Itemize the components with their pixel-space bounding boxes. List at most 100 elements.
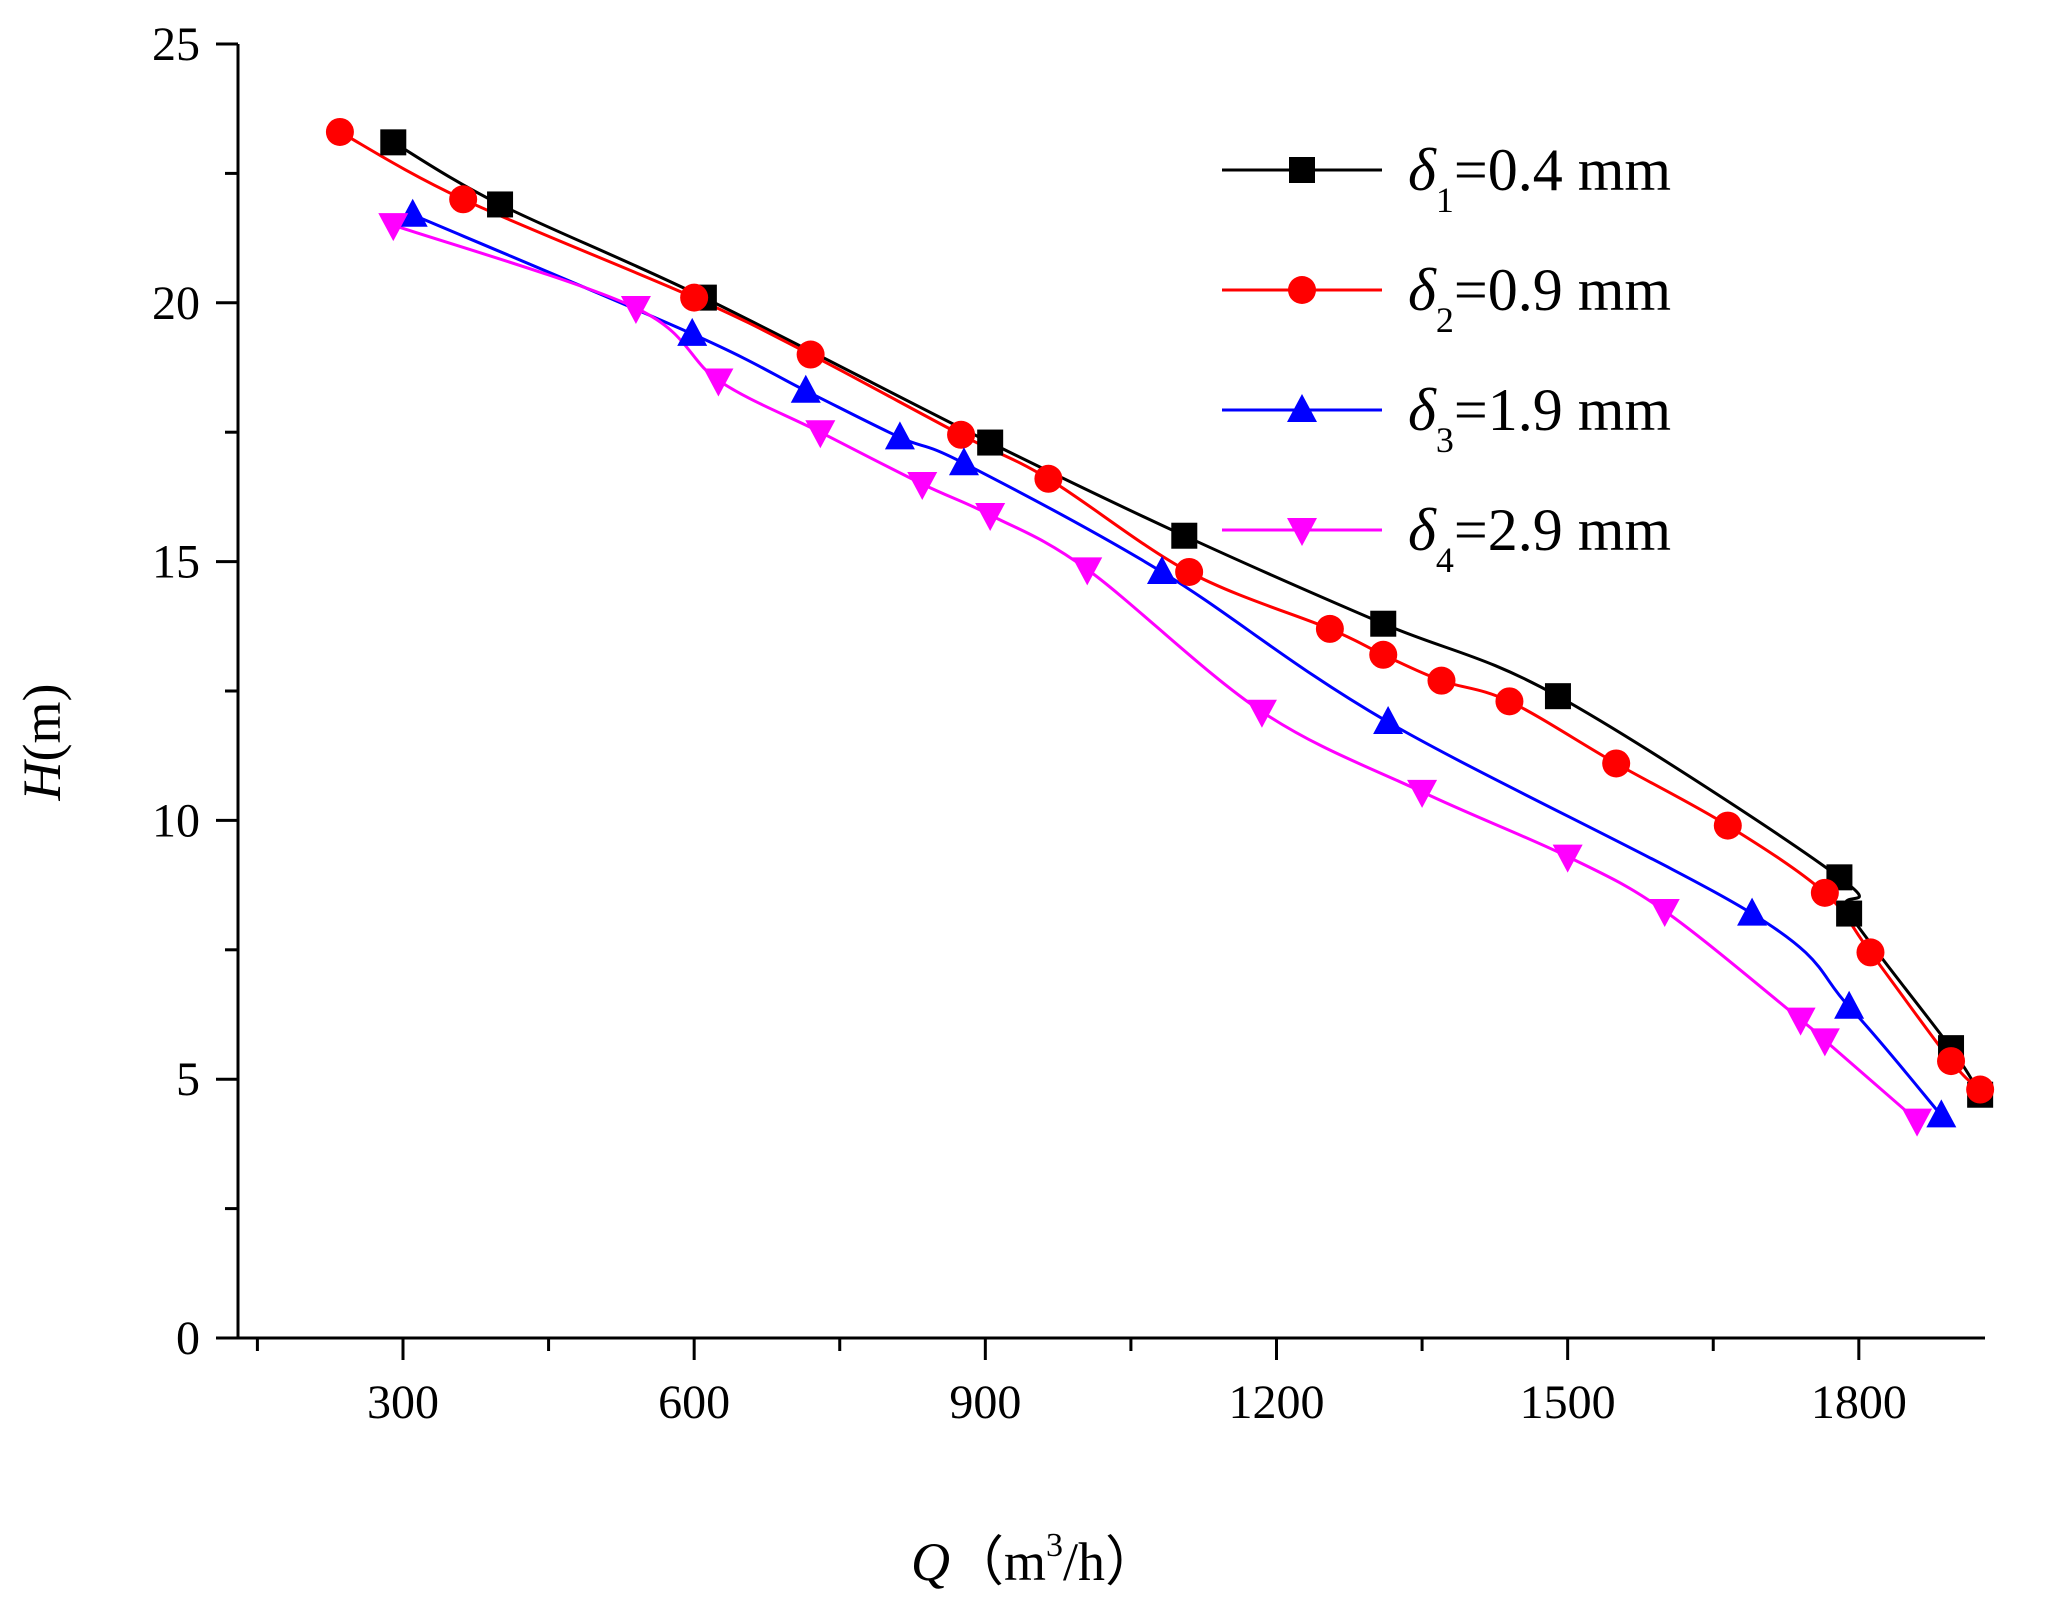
data-point-series-2: [1427, 666, 1456, 695]
data-point-series-4: [620, 295, 651, 324]
y-axis-title: H(m): [12, 684, 72, 802]
series-line-1: [392, 141, 1982, 1096]
legend-subscript: 1: [1436, 180, 1454, 220]
legend-item-2: δ2=0.9 mm: [1222, 257, 1671, 340]
legend-marker: [1287, 518, 1317, 546]
data-point-series-2: [449, 185, 478, 214]
legend-value: =0.4 mm: [1454, 137, 1671, 203]
legend-label: δ2=0.9 mm: [1408, 257, 1671, 340]
data-point-series-3: [1737, 897, 1768, 926]
legend-item-4: δ4=2.9 mm: [1222, 497, 1671, 580]
y-tick-label: 10: [152, 794, 200, 847]
data-point-series-3: [677, 317, 708, 346]
series-line-2: [339, 130, 1982, 1091]
series-markers: [325, 117, 1995, 1137]
data-point-series-3: [1926, 1099, 1957, 1128]
data-point-series-3: [790, 374, 821, 403]
x-axis-symbol: Q: [911, 1532, 950, 1592]
x-tick-label: 600: [658, 1376, 730, 1429]
data-point-series-3: [948, 447, 979, 476]
data-point-series-3: [1373, 706, 1404, 735]
data-point-series-3: [397, 198, 428, 227]
data-point-series-1: [1544, 683, 1571, 710]
x-axis-unit-prefix: （m: [950, 1532, 1046, 1592]
y-axis-unit: (m): [12, 684, 72, 762]
data-point-series-3: [1146, 555, 1177, 584]
data-point-series-2: [1602, 749, 1631, 778]
y-tick-label: 0: [176, 1312, 200, 1365]
x-tick-label: 300: [367, 1376, 439, 1429]
series-line-4: [392, 223, 1919, 1122]
legend-marker: [1288, 276, 1316, 304]
legend-symbol: δ: [1408, 497, 1437, 563]
data-point-series-2: [1966, 1075, 1995, 1104]
data-point-series-2: [325, 117, 354, 146]
data-point-series-2: [1315, 614, 1344, 643]
legend-marker: [1287, 394, 1317, 422]
tick-labels: 30060090012001500180021000510152025: [152, 18, 1907, 1429]
legend-label: δ1=0.4 mm: [1408, 137, 1671, 220]
data-point-series-4: [1902, 1108, 1933, 1137]
data-point-series-4: [703, 368, 734, 397]
legend-subscript: 2: [1436, 300, 1454, 340]
data-point-series-2: [796, 340, 825, 369]
data-point-series-4: [378, 213, 409, 242]
data-point-series-2: [1713, 811, 1742, 840]
data-point-series-2: [1856, 938, 1885, 967]
data-point-series-3: [1834, 990, 1865, 1019]
data-point-series-4: [1407, 779, 1438, 808]
data-point-series-3: [884, 421, 915, 450]
data-point-series-2: [1495, 687, 1524, 716]
data-point-series-4: [1785, 1007, 1816, 1036]
legend-item-1: δ1=0.4 mm: [1222, 137, 1671, 220]
x-tick-label: 1800: [1811, 1376, 1907, 1429]
legend-subscript: 3: [1436, 420, 1454, 460]
data-point-series-2: [1937, 1047, 1966, 1076]
y-axis-symbol: H: [12, 758, 72, 801]
data-point-series-2: [1034, 464, 1063, 493]
data-point-series-4: [1246, 699, 1277, 728]
x-axis-title: Q（m3/h）: [911, 1527, 1159, 1592]
data-point-series-2: [1369, 640, 1398, 669]
series-line-3: [412, 213, 1943, 1117]
data-point-series-1: [1836, 900, 1863, 927]
data-point-series-4: [975, 503, 1006, 532]
legend-subscript: 4: [1436, 540, 1454, 580]
data-point-series-1: [1171, 522, 1198, 549]
data-point-series-2: [680, 283, 709, 312]
legend-marker: [1289, 157, 1315, 183]
data-point-series-4: [1649, 898, 1680, 927]
data-point-series-2: [947, 420, 976, 449]
data-point-series-1: [977, 429, 1004, 456]
data-point-series-1: [487, 191, 514, 218]
data-point-series-4: [1072, 557, 1103, 586]
legend-value: =0.9 mm: [1454, 257, 1671, 323]
data-point-series-4: [1552, 844, 1583, 873]
series-curves: [339, 130, 1982, 1122]
data-point-series-4: [805, 420, 836, 449]
legend-item-3: δ3=1.9 mm: [1222, 377, 1671, 460]
data-point-series-4: [907, 471, 938, 500]
legend-value: =2.9 mm: [1454, 497, 1671, 563]
legend-label: δ4=2.9 mm: [1408, 497, 1671, 580]
data-point-series-2: [1810, 878, 1839, 907]
data-point-series-2: [1175, 557, 1204, 586]
x-axis-unit-sup: 3: [1046, 1527, 1063, 1564]
data-point-series-4: [1809, 1028, 1840, 1057]
legend-label: δ3=1.9 mm: [1408, 377, 1671, 460]
legend-symbol: δ: [1408, 257, 1437, 323]
legend-value: =1.9 mm: [1454, 377, 1671, 443]
y-tick-label: 25: [152, 18, 200, 71]
x-tick-label: 1200: [1228, 1376, 1324, 1429]
y-tick-label: 5: [176, 1053, 200, 1106]
y-tick-label: 15: [152, 536, 200, 589]
axes: [216, 42, 1985, 1360]
legend-symbol: δ: [1408, 377, 1437, 443]
x-axis-unit-suffix: /h）: [1063, 1532, 1159, 1592]
x-tick-label: 1500: [1520, 1376, 1616, 1429]
data-point-series-1: [380, 129, 407, 156]
y-tick-label: 20: [152, 277, 200, 330]
